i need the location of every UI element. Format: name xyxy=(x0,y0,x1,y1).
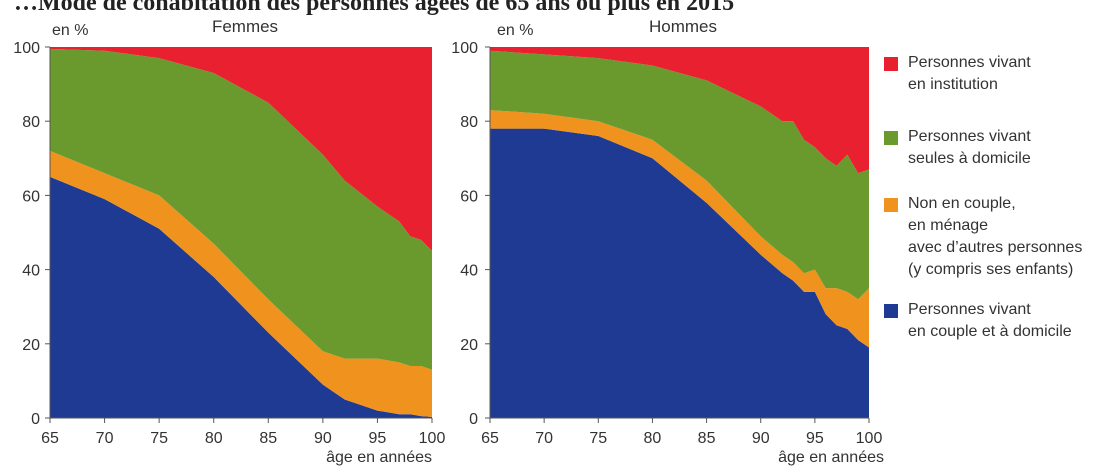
x-tick-label: 65 xyxy=(481,430,499,447)
x-tick-label: 90 xyxy=(314,430,332,447)
x-tick-label: 80 xyxy=(205,430,223,447)
area-seules xyxy=(490,50,869,300)
y-tick-label: 20 xyxy=(22,337,40,354)
y-tick-label: 80 xyxy=(22,114,40,131)
x-tick-label: 90 xyxy=(752,430,770,447)
legend-label-institution: Personnes vivant en institution xyxy=(908,54,1031,93)
y-tick-label: 0 xyxy=(469,411,478,428)
x-axis-title: âge en années xyxy=(326,449,432,466)
area-non-couple xyxy=(50,150,432,417)
legend-label-couple: Personnes vivant en couple et à domicile xyxy=(908,301,1072,340)
y-tick-label: 0 xyxy=(31,411,40,428)
legend-item-institution: Personnes vivant en institution xyxy=(884,52,1089,96)
y-tick-label: 80 xyxy=(460,114,478,131)
area-institution xyxy=(50,47,432,252)
y-tick-label: 60 xyxy=(460,188,478,205)
y-unit-label: en % xyxy=(52,22,88,39)
x-axis-title: âge en années xyxy=(778,449,884,466)
panel-title: Hommes xyxy=(649,17,717,36)
legend-swatch-seules xyxy=(884,131,898,145)
y-tick-label: 40 xyxy=(22,263,40,280)
chart-title: …Mode de cohabitation des personnes âgée… xyxy=(14,0,734,16)
x-tick-label: 70 xyxy=(96,430,114,447)
legend-label-non-couple: Non en couple, en ménage avec d’autres p… xyxy=(908,195,1083,278)
y-tick-label: 20 xyxy=(460,337,478,354)
x-tick-label: 100 xyxy=(419,430,446,447)
legend-swatch-non-couple xyxy=(884,198,898,212)
legend: Personnes vivant en institution Personne… xyxy=(884,52,1089,343)
legend-swatch-couple xyxy=(884,304,898,318)
x-tick-label: 70 xyxy=(535,430,553,447)
legend-swatch-institution xyxy=(884,57,898,71)
x-tick-label: 75 xyxy=(589,430,607,447)
y-tick-label: 100 xyxy=(13,40,40,57)
legend-item-non-couple: Non en couple, en ménage avec d’autres p… xyxy=(884,193,1089,281)
panel-femmes: 0 20 40 60 80 100 65 70 75 80 85 90 95 100 Femmes en % â… xyxy=(13,17,445,466)
x-tick-label: 85 xyxy=(259,430,277,447)
area-couple xyxy=(50,176,432,418)
x-tick-label: 80 xyxy=(644,430,662,447)
x-tick-label: 85 xyxy=(698,430,716,447)
y-tick-label: 100 xyxy=(451,40,478,57)
x-tick-label: 65 xyxy=(41,430,59,447)
legend-item-couple: Personnes vivant en couple et à domicile xyxy=(884,299,1089,343)
area-seules xyxy=(50,48,432,370)
y-tick-label: 40 xyxy=(460,263,478,280)
area-couple xyxy=(490,128,869,418)
x-tick-label: 95 xyxy=(806,430,824,447)
legend-item-seules: Personnes vivant seules à domicile xyxy=(884,126,1089,170)
y-tick-label: 60 xyxy=(22,188,40,205)
panel-hommes: 0 20 40 60 80 100 65 70 75 80 85 90 95 100 Hommes en % â… xyxy=(451,17,884,466)
x-tick-label: 75 xyxy=(150,430,168,447)
legend-label-seules: Personnes vivant seules à domicile xyxy=(908,128,1031,167)
x-tick-label: 100 xyxy=(856,430,883,447)
panel-title: Femmes xyxy=(212,17,278,36)
x-tick-label: 95 xyxy=(369,430,387,447)
y-unit-label: en % xyxy=(497,22,533,39)
area-institution xyxy=(490,47,869,174)
